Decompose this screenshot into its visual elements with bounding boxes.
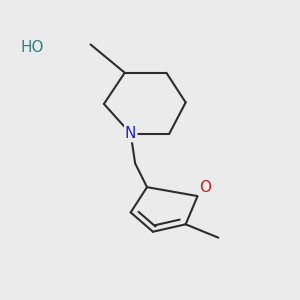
Text: N: N <box>125 126 136 141</box>
Text: O: O <box>199 180 211 195</box>
Text: HO: HO <box>21 40 44 55</box>
